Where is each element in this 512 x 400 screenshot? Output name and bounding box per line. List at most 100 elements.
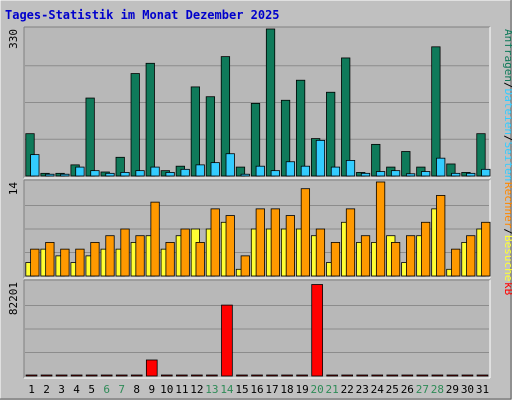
- x-tick-label-day-18: 18: [280, 383, 293, 396]
- bar-besuche-day-24: [375, 181, 386, 277]
- legend-entry: /: [502, 228, 512, 235]
- bar-kb-day-31: [476, 374, 489, 377]
- bar-kb-day-18: [281, 374, 293, 377]
- bar-besuche-day-13: [210, 208, 220, 277]
- bar-anfragen-day-26: [401, 151, 411, 177]
- x-tick-label-day-25: 25: [386, 383, 399, 396]
- bar-dateien-day-6: [105, 172, 115, 177]
- bar-kb-day-13: [206, 374, 218, 377]
- bar-anfragen-day-21: [326, 91, 336, 177]
- bar-kb-day-21: [326, 374, 338, 377]
- bar-kb-day-14: [221, 304, 233, 377]
- bar-dateien-day-3: [60, 173, 70, 177]
- bar-anfragen-day-29: [446, 163, 456, 177]
- x-tick-label-day-11: 11: [175, 383, 188, 396]
- bar-anfragen-day-17: [265, 28, 276, 177]
- bar-dateien-day-15: [240, 173, 250, 177]
- x-tick-label-day-14: 14: [220, 383, 234, 396]
- x-tick-label-day-16: 16: [250, 383, 263, 396]
- bar-kb-day-2: [40, 374, 53, 377]
- x-tick-label-day-22: 22: [341, 383, 354, 396]
- bar-anfragen-day-16: [250, 102, 261, 177]
- bar-dateien-day-26: [406, 173, 416, 177]
- bar-anfragen-day-5: [85, 97, 95, 177]
- bar-kb-day-17: [266, 374, 278, 377]
- x-tick-label-day-15: 15: [235, 383, 248, 396]
- bar-besuche-day-17: [270, 208, 280, 277]
- x-axis-day-labels: 1 2 3 4 5 6 7 8 9 10 11 12 13 14 15 16 17 18 19 20 21 22 23 24 2…: [28, 383, 489, 396]
- bar-dateien-day-24: [375, 171, 386, 177]
- chart-title: Tages-Statistik im Monat Dezember 2025: [5, 8, 280, 22]
- legend-entry: Anfragen: [502, 29, 512, 82]
- bar-besuche-day-2: [45, 242, 55, 277]
- bar-anfragen-day-31: [476, 133, 486, 177]
- bar-besuche-day-29: [451, 248, 461, 277]
- bar-anfragen-day-15: [235, 166, 246, 177]
- bar-dateien-day-2: [45, 173, 55, 177]
- bar-besuche-day-10: [165, 242, 175, 277]
- bar-kb-day-19: [296, 374, 308, 377]
- x-tick-label-day-29: 29: [446, 383, 459, 396]
- bar-besuche-day-4: [75, 248, 85, 277]
- bar-kb-day-29: [446, 374, 459, 377]
- bar-besuche-day-31: [481, 221, 491, 277]
- bar-besuche-day-30: [466, 235, 476, 277]
- y-axis-max-label: 14: [7, 182, 20, 196]
- x-tick-label-day-9: 9: [148, 383, 155, 396]
- bar-dateien-day-8: [135, 170, 145, 177]
- bar-kb-day-9: [145, 359, 158, 377]
- x-tick-label-day-28: 28: [431, 383, 444, 396]
- x-tick-label-day-23: 23: [356, 383, 369, 396]
- bar-anfragen-day-13: [205, 96, 216, 177]
- panel-bottom: 82201 kB: [7, 279, 512, 379]
- bar-kb-day-11: [176, 374, 188, 377]
- y-axis-max-label: 330: [7, 29, 20, 49]
- panel-top-side-legend: Anfragen/Dateien/Seiten: [502, 29, 512, 181]
- bar-besuche-day-1: [30, 248, 40, 277]
- bar-kb-day-1: [25, 374, 38, 377]
- bar-besuche-day-7: [120, 228, 130, 277]
- bar-kb-day-23: [356, 374, 369, 377]
- bar-dateien-day-20: [315, 139, 326, 177]
- x-tick-label-day-31: 31: [476, 383, 489, 396]
- bar-kb-day-24: [371, 374, 384, 377]
- bar-kb-day-22: [341, 374, 353, 377]
- bar-dateien-day-22: [345, 160, 356, 177]
- bar-dateien-day-5: [90, 170, 100, 177]
- bar-kb-day-26: [401, 374, 414, 377]
- bar-anfragen-day-28: [431, 46, 441, 177]
- bar-besuche-day-27: [421, 221, 431, 277]
- bar-besuche-day-8: [135, 235, 145, 277]
- bar-kb-day-15: [236, 374, 248, 377]
- bar-kb-day-4: [70, 374, 83, 377]
- x-tick-label-day-12: 12: [190, 383, 203, 396]
- legend-entry: Seiten: [502, 142, 512, 182]
- bar-dateien-day-14: [225, 153, 235, 177]
- bar-dateien-day-11: [180, 168, 190, 177]
- bar-besuche-day-9: [150, 201, 160, 277]
- bar-dateien-day-16: [255, 165, 265, 177]
- bar-besuche-day-5: [90, 242, 100, 277]
- bar-dateien-day-13: [210, 162, 220, 177]
- bar-kb-day-25: [386, 374, 399, 377]
- bar-anfragen-day-18: [280, 99, 291, 177]
- x-tick-label-day-6: 6: [103, 383, 110, 396]
- bar-anfragen-day-24: [371, 143, 381, 177]
- bar-kb-day-5: [85, 374, 98, 377]
- x-tick-label-day-26: 26: [401, 383, 414, 396]
- bar-dateien-day-7: [120, 172, 130, 177]
- bar-besuche-day-11: [180, 228, 190, 277]
- bar-besuche-day-12: [195, 242, 205, 277]
- x-tick-label-day-13: 13: [205, 383, 218, 396]
- legend-entry: Besuche: [502, 235, 512, 281]
- bar-dateien-day-18: [285, 161, 295, 177]
- legend-entry: /: [502, 82, 512, 89]
- bar-anfragen-day-22: [341, 57, 351, 177]
- panel-middle-side-legend: Rechner/Besuche: [502, 182, 512, 281]
- bar-kb-day-8: [130, 374, 143, 377]
- bar-besuche-day-6: [105, 235, 115, 277]
- x-tick-label-day-1: 1: [28, 383, 35, 396]
- bar-dateien-day-23: [360, 172, 371, 177]
